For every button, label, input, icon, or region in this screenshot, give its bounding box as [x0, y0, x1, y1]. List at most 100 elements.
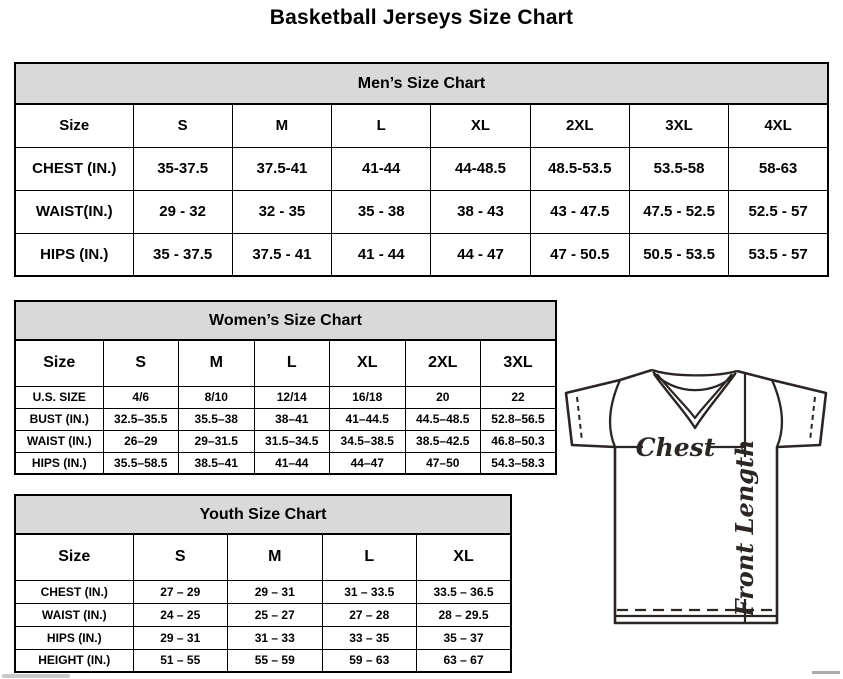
- mens-size-column-header: 3XL: [628, 103, 730, 148]
- womens-us-size-value: 8/10: [178, 385, 255, 409]
- vneck-inner-line: [656, 373, 733, 420]
- womens-hips-value: 38.5–41: [178, 451, 255, 475]
- youth-waist-row: WAIST (IN.) 24 – 25 25 – 27 27 – 28 28 – 29…: [14, 602, 512, 627]
- womens-waist-value: 38.5–42.5: [404, 429, 481, 453]
- youth-waist-row-label: WAIST (IN.): [14, 602, 134, 627]
- youth-chest-value: 27 – 29: [132, 579, 228, 604]
- womens-bust-row-label: BUST (IN.): [14, 407, 104, 431]
- youth-hips-row-label: HIPS (IN.): [14, 625, 134, 650]
- womens-hips-row: HIPS (IN.) 35.5–58.5 38.5–41 41–44 44–47 47–…: [14, 451, 557, 475]
- youth-size-chart-table: Youth Size Chart Size S M L XL CHEST (IN.) …: [14, 494, 512, 673]
- youth-size-corner-label: Size: [14, 533, 134, 581]
- table-title-row: Youth Size Chart: [14, 494, 512, 535]
- youth-size-column-header: M: [227, 533, 323, 581]
- mens-chest-value: 58-63: [728, 146, 829, 191]
- mens-hips-value: 37.5 - 41: [231, 232, 333, 277]
- table-title-row: Men’s Size Chart: [14, 62, 829, 105]
- mens-chest-value: 41-44: [331, 146, 432, 191]
- mens-chest-value: 44-48.5: [430, 146, 531, 191]
- youth-height-value: 63 – 67: [416, 648, 512, 673]
- youth-size-header-row: Size S M L XL: [14, 533, 512, 581]
- mens-size-corner-label: Size: [14, 103, 134, 148]
- mens-waist-value: 35 - 38: [331, 189, 432, 234]
- womens-hips-value: 41–44: [253, 451, 330, 475]
- mens-waist-row-label: WAIST(IN.): [14, 189, 134, 234]
- mens-hips-value: 41 - 44: [331, 232, 432, 277]
- womens-bust-value: 44.5–48.5: [404, 407, 481, 431]
- youth-height-row: HEIGHT (IN.) 51 – 55 55 – 59 59 – 63 63 – 6…: [14, 648, 512, 673]
- jersey-measurement-diagram: Chest Front Length: [564, 368, 828, 625]
- mens-waist-value: 43 - 47.5: [529, 189, 630, 234]
- front-length-label: Front Length: [730, 439, 759, 617]
- left-cuff-stitch-dashes: [576, 396, 583, 442]
- mens-waist-row: WAIST(IN.) 29 - 32 32 - 35 35 - 38 38 - 43 4…: [14, 189, 829, 234]
- womens-bust-value: 52.8–56.5: [480, 407, 557, 431]
- horizontal-scrollbar-thumb-left[interactable]: [2, 674, 70, 678]
- womens-us-size-row-label: U.S. SIZE: [14, 385, 104, 409]
- vneck-outer-line: [653, 373, 736, 430]
- mens-waist-value: 32 - 35: [231, 189, 333, 234]
- womens-size-column-header: XL: [329, 339, 406, 387]
- youth-hips-row: HIPS (IN.) 29 – 31 31 – 33 33 – 35 35 – 37: [14, 625, 512, 650]
- womens-size-column-header: M: [178, 339, 255, 387]
- youth-hips-value: 31 – 33: [227, 625, 323, 650]
- youth-size-column-header: XL: [416, 533, 512, 581]
- page-title: Basketball Jerseys Size Chart: [269, 6, 574, 29]
- womens-size-header-row: Size S M L XL 2XL 3XL: [14, 339, 557, 387]
- womens-hips-value: 54.3–58.3: [480, 451, 557, 475]
- womens-us-size-value: 20: [404, 385, 481, 409]
- womens-size-column-header: S: [102, 339, 179, 387]
- womens-us-size-value: 4/6: [102, 385, 179, 409]
- youth-chest-row-label: CHEST (IN.): [14, 579, 134, 604]
- womens-size-chart-table: Women’s Size Chart Size S M L XL 2XL 3XL U.S.…: [14, 300, 557, 475]
- mens-waist-value: 29 - 32: [132, 189, 233, 234]
- womens-us-size-value: 16/18: [329, 385, 406, 409]
- mens-hips-value: 44 - 47: [430, 232, 531, 277]
- womens-hips-value: 47–50: [404, 451, 481, 475]
- womens-size-column-header: 2XL: [404, 339, 481, 387]
- womens-us-size-row: U.S. SIZE 4/6 8/10 12/14 16/18 20 22: [14, 385, 557, 409]
- womens-waist-value: 34.5–38.5: [329, 429, 406, 453]
- mens-waist-value: 52.5 - 57: [728, 189, 829, 234]
- womens-bust-row: BUST (IN.) 32.5–35.5 35.5–38 38–41 41–44.5 4…: [14, 407, 557, 431]
- mens-hips-row-label: HIPS (IN.): [14, 232, 134, 277]
- mens-hips-row: HIPS (IN.) 35 - 37.5 37.5 - 41 41 - 44 44 -…: [14, 232, 829, 277]
- youth-chest-row: CHEST (IN.) 27 – 29 29 – 31 31 – 33.5 33.5 …: [14, 579, 512, 604]
- youth-height-value: 55 – 59: [227, 648, 323, 673]
- womens-us-size-value: 22: [480, 385, 557, 409]
- womens-bust-value: 41–44.5: [329, 407, 406, 431]
- youth-height-value: 51 – 55: [132, 648, 228, 673]
- womens-bust-value: 38–41: [253, 407, 330, 431]
- right-sleeve-seam: [770, 379, 783, 448]
- mens-waist-value: 47.5 - 52.5: [628, 189, 730, 234]
- mens-hips-value: 53.5 - 57: [728, 232, 829, 277]
- youth-hips-value: 29 – 31: [132, 625, 228, 650]
- youth-size-column-header: L: [321, 533, 417, 581]
- womens-hips-value: 35.5–58.5: [102, 451, 179, 475]
- womens-waist-value: 29–31.5: [178, 429, 255, 453]
- mens-chest-value: 35-37.5: [132, 146, 233, 191]
- mens-chart-title: Men’s Size Chart: [14, 62, 829, 105]
- mens-hips-value: 47 - 50.5: [529, 232, 630, 277]
- womens-bust-value: 32.5–35.5: [102, 407, 179, 431]
- mens-chest-value: 37.5-41: [231, 146, 333, 191]
- womens-waist-row-label: WAIST (IN.): [14, 429, 104, 453]
- mens-chest-value: 48.5-53.5: [529, 146, 630, 191]
- womens-waist-value: 31.5–34.5: [253, 429, 330, 453]
- womens-hips-row-label: HIPS (IN.): [14, 451, 104, 475]
- youth-waist-value: 28 – 29.5: [416, 602, 512, 627]
- womens-size-corner-label: Size: [14, 339, 104, 387]
- womens-size-column-header: 3XL: [480, 339, 557, 387]
- youth-size-column-header: S: [132, 533, 228, 581]
- youth-chest-value: 33.5 – 36.5: [416, 579, 512, 604]
- collar-back-line: [651, 368, 738, 377]
- mens-hips-value: 35 - 37.5: [132, 232, 233, 277]
- horizontal-scrollbar-thumb-right[interactable]: [812, 671, 840, 674]
- youth-waist-value: 24 – 25: [132, 602, 228, 627]
- mens-size-column-header: L: [331, 103, 432, 148]
- mens-size-column-header: M: [231, 103, 333, 148]
- youth-waist-value: 27 – 28: [321, 602, 417, 627]
- table-title-row: Women’s Size Chart: [14, 300, 557, 341]
- mens-size-column-header: XL: [430, 103, 531, 148]
- youth-height-value: 59 – 63: [321, 648, 417, 673]
